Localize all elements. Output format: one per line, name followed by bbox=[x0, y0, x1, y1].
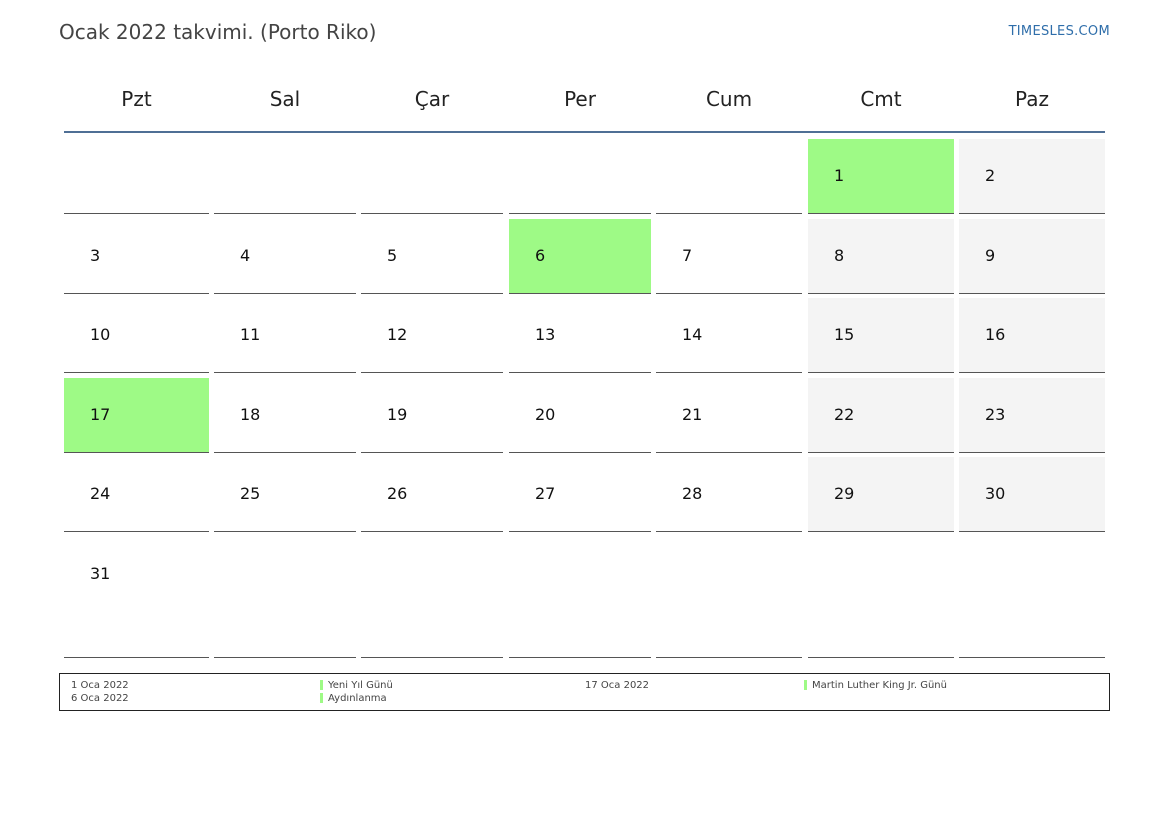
day-cell[interactable] bbox=[214, 537, 356, 658]
legend-holiday-name: Aydınlanma bbox=[328, 693, 387, 704]
day-cell[interactable]: 24 bbox=[64, 457, 209, 532]
day-cell[interactable]: 4 bbox=[214, 219, 356, 294]
day-number: 13 bbox=[535, 325, 556, 344]
day-number: 8 bbox=[834, 246, 845, 265]
day-cell[interactable]: 17 bbox=[64, 378, 209, 453]
day-cell[interactable]: 20 bbox=[509, 378, 651, 453]
day-cell[interactable] bbox=[959, 537, 1105, 658]
day-cell[interactable] bbox=[64, 139, 209, 214]
day-cell[interactable] bbox=[214, 139, 356, 214]
weekday-header: Pzt bbox=[121, 87, 152, 111]
header-divider bbox=[64, 131, 1105, 133]
day-cell[interactable]: 3 bbox=[64, 219, 209, 294]
day-number: 9 bbox=[985, 246, 996, 265]
day-number: 22 bbox=[834, 405, 855, 424]
day-number: 16 bbox=[985, 325, 1006, 344]
day-cell[interactable] bbox=[361, 139, 503, 214]
day-cell[interactable]: 28 bbox=[656, 457, 802, 532]
legend-color-marker bbox=[320, 680, 323, 690]
day-cell[interactable]: 6 bbox=[509, 219, 651, 294]
weekday-header: Paz bbox=[1015, 87, 1049, 111]
day-number: 4 bbox=[240, 246, 251, 265]
day-cell[interactable] bbox=[656, 537, 802, 658]
day-number: 29 bbox=[834, 484, 855, 503]
day-cell[interactable] bbox=[509, 537, 651, 658]
weekday-header: Per bbox=[564, 87, 596, 111]
legend-date: 1 Oca 2022 bbox=[71, 680, 129, 691]
day-cell[interactable]: 27 bbox=[509, 457, 651, 532]
day-number: 17 bbox=[90, 405, 111, 424]
legend-date: 17 Oca 2022 bbox=[585, 680, 650, 691]
weekday-header: Cmt bbox=[860, 87, 902, 111]
legend-holiday-name: Martin Luther King Jr. Günü bbox=[812, 680, 947, 691]
day-cell[interactable]: 30 bbox=[959, 457, 1105, 532]
day-number: 6 bbox=[535, 246, 546, 265]
legend-color-marker bbox=[320, 693, 323, 703]
day-number: 19 bbox=[387, 405, 408, 424]
page-title: Ocak 2022 takvimi. (Porto Riko) bbox=[59, 20, 377, 44]
day-number: 21 bbox=[682, 405, 703, 424]
day-cell[interactable]: 12 bbox=[361, 298, 503, 373]
day-cell[interactable]: 23 bbox=[959, 378, 1105, 453]
day-number: 3 bbox=[90, 246, 101, 265]
day-cell[interactable]: 15 bbox=[808, 298, 954, 373]
day-number: 14 bbox=[682, 325, 703, 344]
day-number: 7 bbox=[682, 246, 693, 265]
weekday-header: Çar bbox=[414, 87, 450, 111]
day-number: 27 bbox=[535, 484, 556, 503]
day-cell[interactable]: 19 bbox=[361, 378, 503, 453]
day-cell[interactable]: 8 bbox=[808, 219, 954, 294]
day-number: 20 bbox=[535, 405, 556, 424]
day-cell[interactable] bbox=[808, 537, 954, 658]
day-number: 31 bbox=[90, 564, 111, 583]
day-cell[interactable] bbox=[509, 139, 651, 214]
day-cell[interactable]: 31 bbox=[64, 537, 209, 658]
day-cell[interactable]: 16 bbox=[959, 298, 1105, 373]
legend-date: 6 Oca 2022 bbox=[71, 693, 129, 704]
weekday-header: Sal bbox=[269, 87, 301, 111]
day-number: 30 bbox=[985, 484, 1006, 503]
day-cell[interactable] bbox=[656, 139, 802, 214]
day-number: 15 bbox=[834, 325, 855, 344]
day-number: 1 bbox=[834, 166, 845, 185]
legend-holiday-name: Yeni Yıl Günü bbox=[328, 680, 393, 691]
day-number: 12 bbox=[387, 325, 408, 344]
day-number: 25 bbox=[240, 484, 261, 503]
day-number: 5 bbox=[387, 246, 398, 265]
holiday-legend: 1 Oca 2022 6 Oca 2022 Yeni Yıl Günü Aydı… bbox=[59, 673, 1110, 711]
day-number: 23 bbox=[985, 405, 1006, 424]
day-cell[interactable]: 18 bbox=[214, 378, 356, 453]
day-cell[interactable]: 11 bbox=[214, 298, 356, 373]
day-number: 26 bbox=[387, 484, 408, 503]
day-cell[interactable]: 5 bbox=[361, 219, 503, 294]
day-cell[interactable]: 10 bbox=[64, 298, 209, 373]
weekday-header-row: Pzt Sal Çar Per Cum Cmt Paz bbox=[64, 78, 1105, 132]
day-number: 18 bbox=[240, 405, 261, 424]
day-cell[interactable]: 26 bbox=[361, 457, 503, 532]
day-number: 2 bbox=[985, 166, 996, 185]
day-cell[interactable] bbox=[361, 537, 503, 658]
day-cell[interactable]: 21 bbox=[656, 378, 802, 453]
day-number: 28 bbox=[682, 484, 703, 503]
day-number: 10 bbox=[90, 325, 111, 344]
day-cell[interactable]: 9 bbox=[959, 219, 1105, 294]
site-link[interactable]: TIMESLES.COM bbox=[1008, 24, 1110, 39]
day-cell[interactable]: 22 bbox=[808, 378, 954, 453]
day-number: 11 bbox=[240, 325, 261, 344]
day-cell[interactable]: 2 bbox=[959, 139, 1105, 214]
day-cell[interactable]: 29 bbox=[808, 457, 954, 532]
day-cell[interactable]: 7 bbox=[656, 219, 802, 294]
day-number: 24 bbox=[90, 484, 111, 503]
day-cell[interactable]: 13 bbox=[509, 298, 651, 373]
weekday-header: Cum bbox=[705, 87, 753, 111]
legend-color-marker bbox=[804, 680, 807, 690]
day-cell[interactable]: 1 bbox=[808, 139, 954, 214]
day-cell[interactable]: 14 bbox=[656, 298, 802, 373]
day-cell[interactable]: 25 bbox=[214, 457, 356, 532]
